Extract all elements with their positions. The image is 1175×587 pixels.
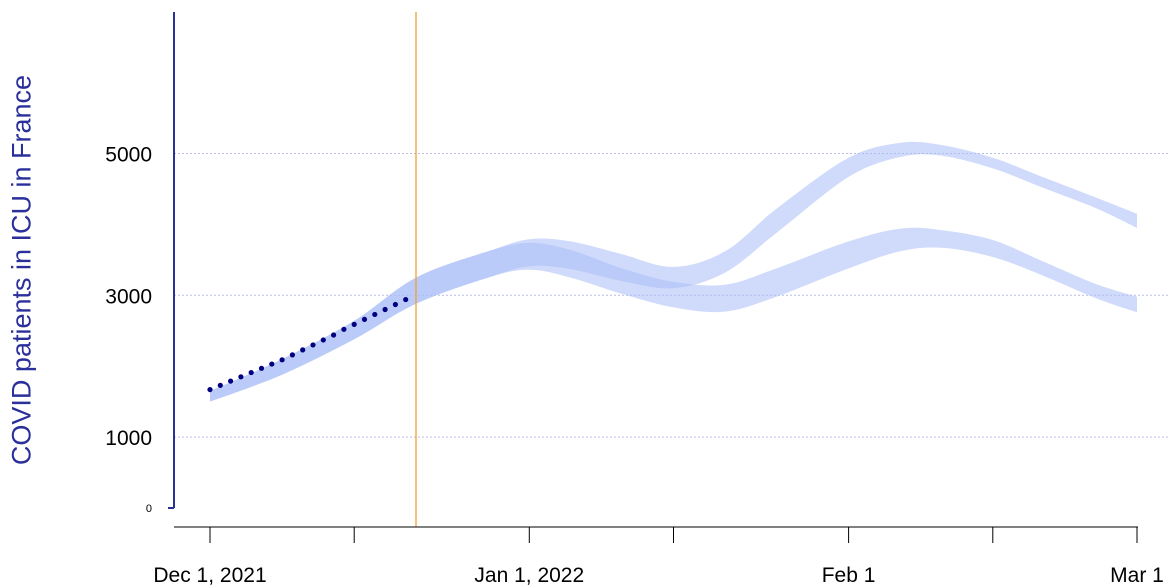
observed-point	[217, 382, 223, 388]
observed-point	[382, 306, 388, 313]
observed-point	[228, 378, 234, 384]
x-tick-label: Feb 1	[822, 564, 876, 587]
x-tick-label: Dec 1, 2021	[153, 564, 266, 587]
observed-point	[258, 365, 265, 371]
observed-point	[331, 332, 337, 338]
y-tick-label: 3000	[105, 285, 152, 308]
observed-point	[279, 357, 285, 363]
observed-point	[310, 342, 316, 348]
observed-point	[341, 326, 347, 332]
observed-point	[403, 296, 409, 303]
y-tick-label: 1000	[105, 427, 152, 450]
observed-point	[320, 337, 326, 343]
observed-point	[289, 352, 295, 358]
observed-point	[392, 301, 398, 308]
y-tick-label: 0	[146, 503, 152, 515]
observed-point	[269, 361, 275, 367]
scenario-band-2	[210, 141, 1137, 402]
observed-point	[300, 347, 306, 353]
scenario-band-1	[210, 227, 1137, 402]
y-tick-label: 5000	[105, 144, 152, 167]
x-tick-label: Mar 1	[1110, 564, 1164, 587]
observed-point	[238, 374, 244, 380]
observed-point	[372, 311, 378, 318]
x-tick-label: Jan 1, 2022	[474, 564, 584, 587]
observed-point	[207, 386, 213, 393]
observed-point	[248, 369, 254, 376]
observed-point	[361, 316, 368, 323]
y-axis-title: COVID patients in ICU in France	[6, 74, 37, 466]
observed-point	[351, 321, 357, 327]
